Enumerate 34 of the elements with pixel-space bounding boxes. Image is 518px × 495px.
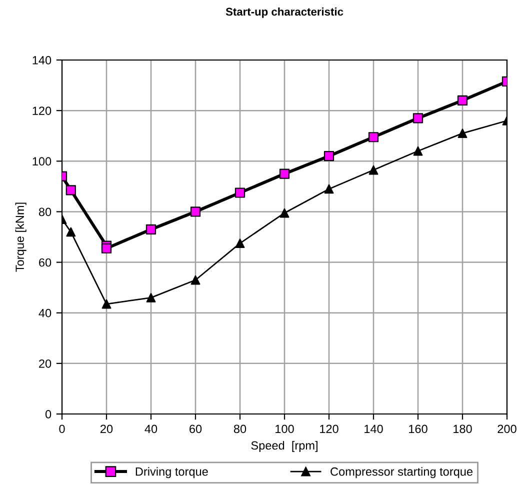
- point: [458, 128, 468, 138]
- legend-label: Compressor starting torque: [330, 467, 473, 478]
- point: [66, 227, 76, 237]
- x-tick-label: 40: [144, 424, 158, 434]
- y-tick-label: 60: [39, 258, 52, 267]
- x-tick-label: 60: [190, 424, 202, 434]
- y-tick-label: 80: [38, 208, 52, 216]
- legend-label: Driving torque: [136, 467, 208, 478]
- y-tick-label: 0: [45, 410, 52, 418]
- y-tick-label: 100: [32, 157, 52, 166]
- y-tick-label: 120: [32, 106, 52, 115]
- x-tick-label: 100: [276, 424, 294, 434]
- x-tick-label: 140: [364, 424, 383, 434]
- point: [280, 208, 290, 218]
- point: [324, 184, 334, 194]
- x-axis-title: Speed [rpm]: [251, 440, 318, 452]
- point: [413, 146, 423, 156]
- y-tick-label: 40: [38, 308, 52, 318]
- y-axis-title: Torque [kNm]: [15, 202, 26, 272]
- point: [102, 299, 112, 309]
- y-tick-label: 140: [32, 56, 52, 64]
- x-tick-label: 160: [409, 424, 428, 434]
- point: [368, 165, 378, 175]
- x-tick-label: 200: [498, 424, 516, 434]
- x-tick-label: 0: [59, 424, 65, 434]
- x-tick-label: 120: [320, 424, 338, 434]
- point: [146, 292, 156, 302]
- x-tick-label: 20: [100, 424, 113, 434]
- chart-title: Start-up characteristic: [226, 8, 344, 18]
- x-tick-label: 180: [454, 424, 472, 434]
- y-tick-label: 20: [39, 359, 52, 368]
- x-tick-label: 80: [234, 424, 246, 434]
- point: [235, 238, 245, 248]
- point: [190, 275, 200, 285]
